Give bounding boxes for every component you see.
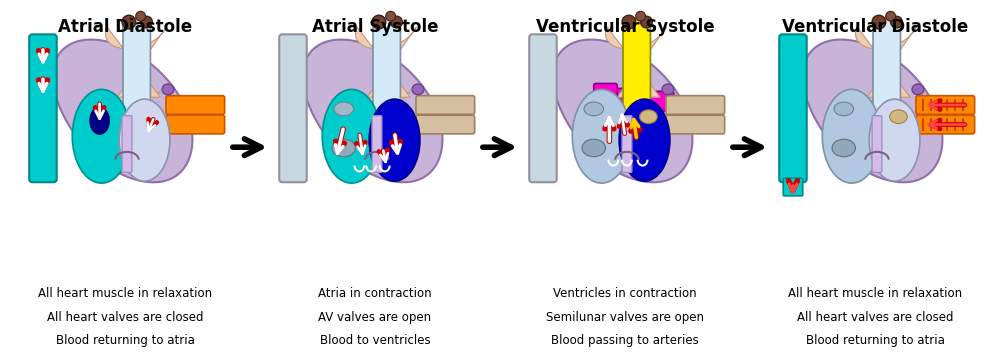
Polygon shape <box>355 27 416 97</box>
Circle shape <box>372 15 386 29</box>
Polygon shape <box>352 91 414 111</box>
Circle shape <box>636 11 646 21</box>
Ellipse shape <box>334 102 354 116</box>
FancyBboxPatch shape <box>872 116 882 172</box>
Ellipse shape <box>890 110 907 123</box>
Polygon shape <box>553 39 692 182</box>
Circle shape <box>386 11 396 21</box>
FancyBboxPatch shape <box>166 115 225 134</box>
Ellipse shape <box>912 84 924 95</box>
Circle shape <box>886 11 896 21</box>
FancyBboxPatch shape <box>666 96 725 114</box>
Ellipse shape <box>584 102 604 116</box>
Circle shape <box>136 11 146 21</box>
Circle shape <box>872 15 886 29</box>
Text: Atria in contraction: Atria in contraction <box>318 287 432 300</box>
Ellipse shape <box>90 107 109 134</box>
FancyBboxPatch shape <box>604 88 638 112</box>
Polygon shape <box>53 39 192 182</box>
FancyBboxPatch shape <box>916 115 975 134</box>
Circle shape <box>391 16 402 28</box>
FancyBboxPatch shape <box>279 34 307 182</box>
Circle shape <box>891 16 902 28</box>
Ellipse shape <box>640 110 657 123</box>
Ellipse shape <box>162 84 174 95</box>
Circle shape <box>622 15 636 29</box>
Ellipse shape <box>119 99 170 181</box>
Ellipse shape <box>619 99 670 181</box>
Polygon shape <box>855 27 916 97</box>
FancyBboxPatch shape <box>122 116 132 172</box>
Text: All heart valves are closed: All heart valves are closed <box>797 311 953 323</box>
Ellipse shape <box>822 89 881 183</box>
FancyBboxPatch shape <box>166 96 225 114</box>
Text: AV valves are open: AV valves are open <box>318 311 432 323</box>
Text: All heart muscle in relaxation: All heart muscle in relaxation <box>788 287 962 300</box>
FancyBboxPatch shape <box>29 34 57 182</box>
Ellipse shape <box>582 139 605 157</box>
Text: Ventricular Systole: Ventricular Systole <box>536 18 714 36</box>
Ellipse shape <box>834 102 854 116</box>
Polygon shape <box>102 91 164 111</box>
Ellipse shape <box>869 99 920 181</box>
FancyBboxPatch shape <box>779 34 807 182</box>
FancyBboxPatch shape <box>666 115 725 134</box>
Text: Blood passing to arteries: Blood passing to arteries <box>551 334 699 347</box>
Ellipse shape <box>72 89 131 183</box>
Text: Atrial Diastole: Atrial Diastole <box>58 18 192 36</box>
Text: Atrial Systole: Atrial Systole <box>312 18 438 36</box>
Text: All heart muscle in relaxation: All heart muscle in relaxation <box>38 287 212 300</box>
Text: Ventricular Diastole: Ventricular Diastole <box>782 18 968 36</box>
Polygon shape <box>605 27 666 97</box>
Circle shape <box>122 15 136 29</box>
FancyBboxPatch shape <box>622 116 632 172</box>
FancyBboxPatch shape <box>594 84 617 117</box>
Text: Blood returning to atria: Blood returning to atria <box>56 334 194 347</box>
FancyBboxPatch shape <box>373 18 400 113</box>
FancyBboxPatch shape <box>416 96 475 114</box>
Polygon shape <box>803 39 942 182</box>
Text: Semilunar valves are open: Semilunar valves are open <box>546 311 704 323</box>
FancyBboxPatch shape <box>623 18 650 113</box>
Text: All heart valves are closed: All heart valves are closed <box>47 311 203 323</box>
Circle shape <box>141 16 152 28</box>
Ellipse shape <box>832 139 855 157</box>
Text: Blood to ventricles: Blood to ventricles <box>320 334 430 347</box>
Text: Ventricles in contraction: Ventricles in contraction <box>553 287 697 300</box>
Text: Blood returning to atria: Blood returning to atria <box>806 334 944 347</box>
Ellipse shape <box>322 89 381 183</box>
Ellipse shape <box>412 84 424 95</box>
FancyBboxPatch shape <box>529 34 557 182</box>
FancyBboxPatch shape <box>916 96 975 114</box>
FancyBboxPatch shape <box>123 18 150 113</box>
Ellipse shape <box>369 99 420 181</box>
Ellipse shape <box>662 84 674 95</box>
Polygon shape <box>303 39 442 182</box>
Polygon shape <box>105 27 166 97</box>
Circle shape <box>641 16 652 28</box>
Ellipse shape <box>572 89 631 183</box>
FancyBboxPatch shape <box>631 91 674 111</box>
FancyBboxPatch shape <box>783 178 803 196</box>
FancyBboxPatch shape <box>372 116 382 172</box>
FancyBboxPatch shape <box>416 115 475 134</box>
Ellipse shape <box>332 139 355 157</box>
FancyBboxPatch shape <box>873 18 900 113</box>
